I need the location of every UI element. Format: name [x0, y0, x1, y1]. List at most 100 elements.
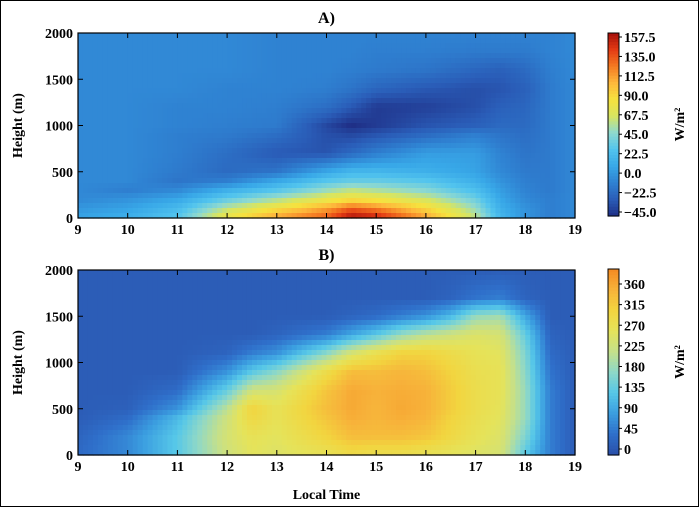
heatmap-cell: [321, 178, 328, 184]
heatmap-cell: [112, 285, 119, 291]
heatmap-cell: [455, 38, 462, 44]
heatmap-cell: [142, 88, 149, 94]
heatmap-cell: [515, 118, 521, 124]
heatmap-cell: [321, 43, 328, 49]
heatmap-cell: [500, 193, 507, 199]
heatmap-cell: [356, 38, 362, 44]
heatmap-cell: [460, 198, 467, 204]
heatmap-cell: [480, 158, 487, 164]
heatmap-cell: [87, 68, 94, 74]
heatmap-cell: [386, 53, 392, 59]
heatmap-cell: [520, 315, 526, 321]
heatmap-cell: [316, 53, 323, 59]
heatmap-cell: [147, 38, 154, 44]
heatmap-cell: [167, 98, 174, 104]
heatmap-cell: [291, 310, 298, 316]
heatmap-cell: [177, 290, 183, 296]
heatmap-cell: [336, 58, 343, 64]
heatmap-cell: [406, 153, 412, 159]
heatmap-cell: [87, 270, 94, 276]
heatmap-cell: [197, 198, 203, 204]
heatmap-cell: [376, 98, 382, 104]
heatmap-cell: [361, 198, 367, 204]
heatmap-cell: [401, 295, 407, 301]
heatmap-cell: [281, 213, 288, 219]
heatmap-cell: [560, 78, 566, 84]
y-axis-label: Height (m): [11, 93, 26, 158]
heatmap-cell: [192, 108, 198, 114]
heatmap-cell: [356, 88, 362, 94]
heatmap-cell: [425, 213, 432, 219]
heatmap-cell: [107, 285, 114, 291]
heatmap-cell: [346, 158, 352, 164]
heatmap-cell: [321, 320, 328, 326]
heatmap-cell: [301, 133, 308, 139]
heatmap-cell: [311, 123, 318, 129]
heatmap-cell: [331, 113, 338, 119]
heatmap-cell: [565, 163, 571, 169]
heatmap-cell: [386, 188, 392, 194]
heatmap-cell: [152, 138, 159, 144]
heatmap-cell: [401, 275, 407, 281]
heatmap-cell: [102, 153, 109, 159]
heatmap-cell: [301, 113, 308, 119]
heatmap-cell: [237, 290, 243, 296]
heatmap-cell: [401, 153, 407, 159]
heatmap-cell: [202, 178, 208, 184]
heatmap-cell: [435, 280, 442, 286]
heatmap-cell: [351, 83, 357, 89]
heatmap-cell: [465, 290, 472, 296]
heatmap-cell: [381, 163, 387, 169]
heatmap-cell: [376, 275, 382, 281]
heatmap-cell: [107, 83, 114, 89]
heatmap-cell: [420, 88, 427, 94]
heatmap-cell: [217, 63, 223, 69]
heatmap-cell: [276, 63, 283, 69]
heatmap-cell: [550, 38, 556, 44]
heatmap-cell: [112, 300, 119, 306]
heatmap-cell: [391, 73, 397, 79]
heatmap-cell: [187, 208, 193, 214]
heatmap-cell: [435, 203, 442, 209]
heatmap-cell: [102, 83, 109, 89]
heatmap-cell: [381, 310, 387, 316]
heatmap-cell: [341, 73, 347, 79]
heatmap-cell: [137, 188, 144, 194]
heatmap-cell: [450, 213, 457, 219]
heatmap-cell: [102, 183, 109, 189]
heatmap-cell: [326, 68, 333, 74]
heatmap-cell: [331, 63, 338, 69]
heatmap-cell: [410, 295, 417, 301]
heatmap-cell: [386, 33, 392, 39]
heatmap-cell: [555, 300, 561, 306]
heatmap-cell: [356, 103, 362, 109]
heatmap-cell: [485, 280, 492, 286]
heatmap-cell: [341, 43, 347, 49]
heatmap-cell: [570, 285, 576, 291]
heatmap-cell: [525, 305, 531, 311]
heatmap-cell: [112, 305, 119, 311]
heatmap-cell: [112, 98, 119, 104]
heatmap-cell: [495, 123, 502, 129]
heatmap-cell: [505, 133, 511, 139]
heatmap-cell: [256, 203, 263, 209]
heatmap-cell: [470, 38, 477, 44]
heatmap-cell: [207, 58, 213, 64]
heatmap-cell: [237, 43, 243, 49]
heatmap-cell: [92, 103, 99, 109]
heatmap-cell: [361, 300, 367, 306]
heatmap-cell: [97, 128, 104, 134]
heatmap-cell: [97, 320, 104, 326]
heatmap-cell: [107, 138, 114, 144]
heatmap-cell: [555, 48, 561, 54]
heatmap-cell: [490, 133, 497, 139]
heatmap-cell: [560, 128, 566, 134]
heatmap-cell: [555, 93, 561, 99]
heatmap-cell: [281, 138, 288, 144]
heatmap-cell: [346, 63, 352, 69]
heatmap-cell: [555, 158, 561, 164]
heatmap-cell: [401, 178, 407, 184]
heatmap-cell: [356, 123, 362, 129]
heatmap-cell: [341, 198, 347, 204]
heatmap-cell: [386, 98, 392, 104]
